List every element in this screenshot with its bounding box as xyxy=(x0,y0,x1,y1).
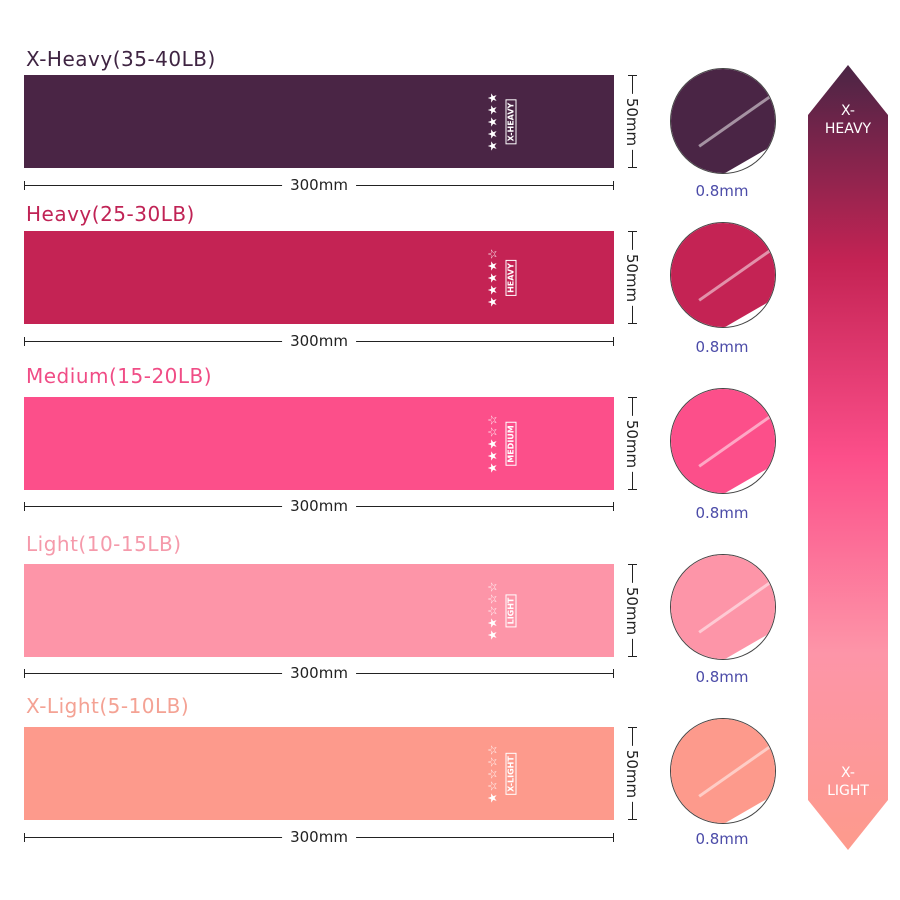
strength-stars: ★ ★ ★ ★ ★ xyxy=(485,75,499,168)
length-label: 300mm xyxy=(282,176,356,194)
band-swatch: ☆ ☆ ★ ★ ★ MEDIUM xyxy=(24,397,614,490)
star-filled-icon: ★ xyxy=(484,128,499,139)
width-dimension: 50mm xyxy=(620,231,641,324)
scale-top-label: X- HEAVY xyxy=(808,102,888,138)
band-title: Medium(15-20LB) xyxy=(26,364,213,388)
star-filled-icon: ★ xyxy=(484,140,499,151)
band-tag: MEDIUM xyxy=(505,421,517,466)
thickness-detail-image xyxy=(670,718,776,824)
star-filled-icon: ★ xyxy=(484,116,499,127)
length-dimension: 300mm xyxy=(24,664,614,682)
length-label: 300mm xyxy=(282,332,356,350)
width-dimension: 50mm xyxy=(620,727,641,820)
width-label: 50mm xyxy=(623,249,641,306)
star-empty-icon: ☆ xyxy=(484,414,499,425)
band-swatch: ☆ ☆ ☆ ☆ ★ X-LIGHT xyxy=(24,727,614,820)
band-title: Heavy(25-30LB) xyxy=(26,202,195,226)
scale-bottom-line2: LIGHT xyxy=(827,783,869,799)
length-dimension: 300mm xyxy=(24,332,614,350)
star-empty-icon: ☆ xyxy=(484,605,499,616)
width-label: 50mm xyxy=(623,582,641,639)
thickness-detail-image xyxy=(670,68,776,174)
band-tag: LIGHT xyxy=(505,594,517,627)
band-tag: X-LIGHT xyxy=(505,752,517,795)
thickness-detail-image xyxy=(670,222,776,328)
scale-top-line2: HEAVY xyxy=(824,121,872,137)
width-label: 50mm xyxy=(623,745,641,802)
band-tag: HEAVY xyxy=(505,259,517,296)
star-filled-icon: ★ xyxy=(484,92,499,103)
band-title: X-Heavy(35-40LB) xyxy=(26,47,216,71)
band-swatch: ☆ ☆ ☆ ★ ★ LIGHT xyxy=(24,564,614,657)
length-label: 300mm xyxy=(282,828,356,846)
strength-stars: ☆ ★ ★ ★ ★ xyxy=(485,231,499,324)
star-empty-icon: ☆ xyxy=(484,248,499,259)
strength-stars: ☆ ☆ ★ ★ ★ xyxy=(485,397,499,490)
band-title: X-Light(5-10LB) xyxy=(26,694,190,718)
band-swatch: ☆ ★ ★ ★ ★ HEAVY xyxy=(24,231,614,324)
star-filled-icon: ★ xyxy=(484,629,499,640)
star-filled-icon: ★ xyxy=(484,284,499,295)
star-empty-icon: ☆ xyxy=(484,756,499,767)
strength-stars: ☆ ☆ ☆ ★ ★ xyxy=(485,564,499,657)
length-dimension: 300mm xyxy=(24,828,614,846)
width-label: 50mm xyxy=(623,93,641,150)
band-tag: X-HEAVY xyxy=(505,99,517,144)
star-empty-icon: ☆ xyxy=(484,768,499,779)
band-swatch: ★ ★ ★ ★ ★ X-HEAVY xyxy=(24,75,614,168)
star-filled-icon: ★ xyxy=(484,296,499,307)
star-empty-icon: ☆ xyxy=(484,593,499,604)
scale-top-line1: X- xyxy=(841,103,855,119)
star-filled-icon: ★ xyxy=(484,617,499,628)
width-dimension: 50mm xyxy=(620,397,641,490)
star-empty-icon: ☆ xyxy=(484,581,499,592)
star-filled-icon: ★ xyxy=(484,104,499,115)
length-dimension: 300mm xyxy=(24,176,614,194)
thickness-label: 0.8mm xyxy=(695,504,749,522)
strength-stars: ☆ ☆ ☆ ☆ ★ xyxy=(485,727,499,820)
thickness-detail-image xyxy=(670,388,776,494)
star-filled-icon: ★ xyxy=(484,450,499,461)
length-label: 300mm xyxy=(282,497,356,515)
thickness-label: 0.8mm xyxy=(695,668,749,686)
thickness-label: 0.8mm xyxy=(695,182,749,200)
thickness-label: 0.8mm xyxy=(695,338,749,356)
intensity-scale-arrow xyxy=(808,65,888,850)
scale-bottom-line1: X- xyxy=(841,765,855,781)
length-dimension: 300mm xyxy=(24,497,614,515)
width-dimension: 50mm xyxy=(620,75,641,168)
star-filled-icon: ★ xyxy=(484,792,499,803)
width-label: 50mm xyxy=(623,415,641,472)
thickness-detail-image xyxy=(670,554,776,660)
star-empty-icon: ☆ xyxy=(484,780,499,791)
star-filled-icon: ★ xyxy=(484,260,499,271)
star-filled-icon: ★ xyxy=(484,462,499,473)
thickness-label: 0.8mm xyxy=(695,830,749,848)
scale-bottom-label: X- LIGHT xyxy=(808,764,888,800)
star-empty-icon: ☆ xyxy=(484,426,499,437)
star-filled-icon: ★ xyxy=(484,438,499,449)
width-dimension: 50mm xyxy=(620,564,641,657)
length-label: 300mm xyxy=(282,664,356,682)
star-filled-icon: ★ xyxy=(484,272,499,283)
star-empty-icon: ☆ xyxy=(484,744,499,755)
band-title: Light(10-15LB) xyxy=(26,532,182,556)
